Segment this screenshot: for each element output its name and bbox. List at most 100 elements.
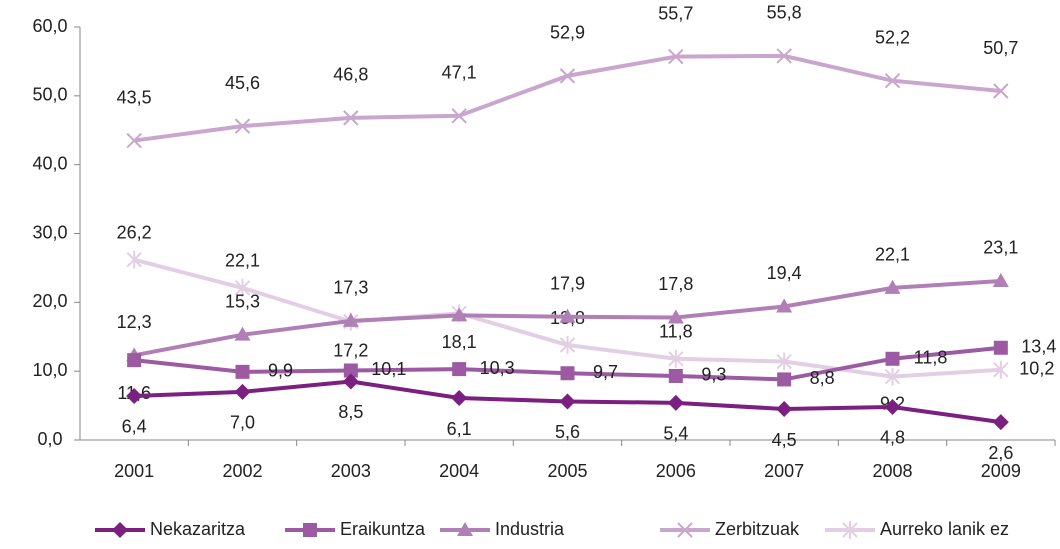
data-label: 8,5 (338, 402, 363, 422)
x-tick-label: 2004 (439, 461, 479, 481)
marker (776, 298, 793, 313)
data-label: 17,9 (550, 274, 585, 294)
data-label: 15,3 (225, 291, 260, 311)
marker (451, 108, 467, 124)
data-label: 19,4 (767, 263, 802, 283)
data-label: 2,6 (988, 443, 1013, 463)
y-tick-label: 10,0 (32, 360, 67, 380)
y-tick-label: 0,0 (37, 429, 62, 449)
y-tick-label: 60,0 (32, 16, 67, 36)
marker (126, 250, 142, 269)
marker (559, 68, 576, 84)
x-tick-label: 2009 (981, 461, 1021, 481)
marker (234, 118, 251, 134)
series-line (133, 53, 1002, 143)
marker (126, 387, 143, 404)
data-label: 9,9 (268, 361, 293, 381)
marker (457, 522, 473, 536)
y-tick-label: 30,0 (32, 222, 67, 242)
marker (668, 48, 684, 65)
data-label: 12,3 (117, 312, 152, 332)
marker (559, 336, 576, 355)
marker (127, 353, 142, 368)
marker (452, 362, 467, 377)
marker (884, 367, 901, 386)
marker (343, 363, 358, 378)
data-label: 4,5 (772, 430, 797, 450)
marker (451, 390, 468, 407)
marker (343, 110, 359, 126)
data-label: 55,8 (767, 3, 802, 23)
data-label: 6,4 (122, 417, 147, 437)
x-tick-label: 2006 (656, 461, 696, 481)
data-label: 26,2 (117, 222, 152, 242)
data-label: 46,8 (333, 65, 368, 85)
marker (776, 352, 792, 371)
marker (342, 312, 359, 327)
legend-label: Eraikuntza (340, 519, 426, 539)
data-label: 11,8 (659, 322, 693, 342)
x-tick-label: 2003 (331, 461, 371, 481)
data-label: 22,1 (875, 245, 910, 265)
data-label: 5,6 (555, 422, 580, 442)
x-tick-label: 2005 (547, 461, 587, 481)
data-label: 50,7 (983, 38, 1018, 58)
marker (884, 72, 901, 89)
data-label: 52,9 (550, 23, 585, 43)
data-label: 55,7 (658, 3, 693, 23)
data-label: 17,2 (333, 340, 368, 360)
data-label: 22,1 (225, 251, 260, 271)
data-label: 18,1 (442, 332, 477, 352)
marker (677, 522, 693, 538)
marker (451, 307, 468, 322)
data-label: 10,1 (371, 359, 406, 379)
marker (992, 414, 1009, 431)
series (126, 48, 1009, 149)
marker (776, 401, 793, 418)
data-label: 23,1 (983, 238, 1018, 258)
marker (235, 364, 250, 379)
legend-label: Nekazaritza (150, 519, 246, 539)
data-label: 9,7 (593, 362, 618, 382)
marker (303, 523, 317, 537)
data-label: 47,1 (442, 63, 477, 83)
data-label: 10,2 (1019, 359, 1054, 379)
marker (777, 372, 792, 387)
marker (885, 351, 900, 366)
marker (126, 132, 142, 149)
marker (668, 349, 684, 368)
marker (776, 48, 792, 64)
series (126, 272, 1009, 362)
data-label: 45,6 (225, 73, 260, 93)
legend-label: Aurreko lanik ez (880, 519, 1009, 539)
marker (884, 279, 901, 294)
x-tick-label: 2008 (872, 461, 912, 481)
data-label: 17,3 (333, 278, 368, 298)
legend-label: Zerbitzuak (715, 519, 800, 539)
marker (234, 383, 251, 400)
marker (234, 278, 251, 297)
y-tick-label: 40,0 (32, 153, 67, 173)
series (127, 340, 1008, 387)
data-label: 52,2 (875, 27, 910, 47)
x-tick-label: 2007 (764, 461, 804, 481)
marker (668, 368, 683, 383)
marker (560, 366, 575, 381)
marker (667, 309, 684, 324)
marker (342, 373, 359, 390)
x-tick-label: 2002 (222, 461, 262, 481)
marker (234, 326, 251, 341)
data-label: 6,1 (447, 419, 472, 439)
data-label: 8,8 (810, 368, 835, 388)
data-label: 10,3 (480, 358, 515, 378)
data-label: 9,3 (701, 365, 726, 385)
data-label: 11,8 (914, 348, 948, 368)
marker (667, 394, 684, 411)
marker (842, 521, 858, 539)
marker (112, 522, 128, 538)
marker (884, 398, 901, 415)
marker (993, 360, 1009, 379)
marker (559, 393, 576, 410)
data-label: 7,0 (230, 413, 255, 433)
marker (993, 340, 1008, 355)
